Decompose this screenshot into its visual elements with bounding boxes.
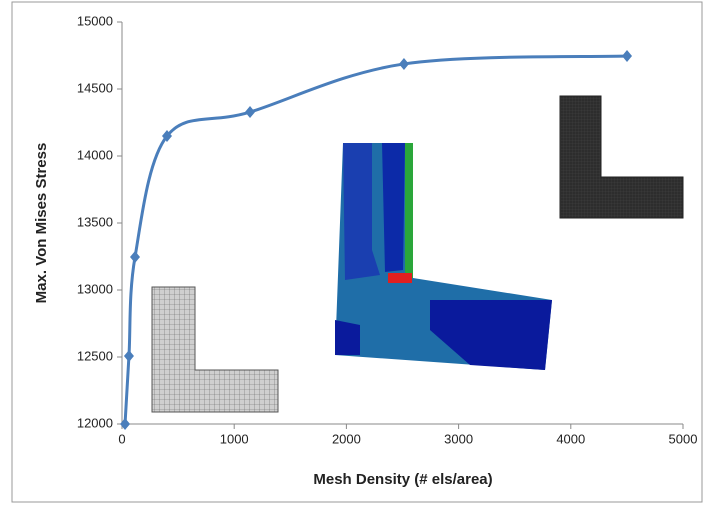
y-axis-title: Max. Von Mises Stress bbox=[33, 143, 50, 304]
coarse-mesh-inset bbox=[151, 286, 279, 413]
y-tick-label: 13500 bbox=[77, 214, 113, 229]
frame bbox=[11, 1, 703, 503]
x-tick-label: 2000 bbox=[332, 431, 361, 446]
line bbox=[123, 54, 628, 425]
y-tick-label: 14000 bbox=[77, 147, 113, 162]
y-tick-label: 14500 bbox=[77, 80, 113, 95]
y-tick-label: 15000 bbox=[77, 13, 113, 28]
marker bbox=[161, 130, 172, 143]
x-tick-label: 4000 bbox=[556, 431, 585, 446]
y-tick-label: 12500 bbox=[77, 348, 113, 363]
marker bbox=[130, 251, 141, 264]
marker bbox=[622, 50, 633, 63]
marker bbox=[398, 57, 409, 70]
marker bbox=[123, 350, 134, 363]
fine-mesh-inset bbox=[559, 95, 684, 219]
x-axis-title: Mesh Density (# els/area) bbox=[313, 471, 492, 488]
marker bbox=[245, 106, 256, 119]
stress-contour-inset bbox=[335, 143, 552, 370]
marker bbox=[120, 418, 131, 430]
x-tick-label: 0 bbox=[118, 431, 125, 446]
y-tick-label: 13000 bbox=[77, 281, 113, 296]
x-tick-label: 1000 bbox=[220, 431, 249, 446]
x-tick-label: 3000 bbox=[444, 431, 473, 446]
x-tick-label: 5000 bbox=[669, 431, 698, 446]
y-tick-label: 12000 bbox=[77, 415, 113, 430]
